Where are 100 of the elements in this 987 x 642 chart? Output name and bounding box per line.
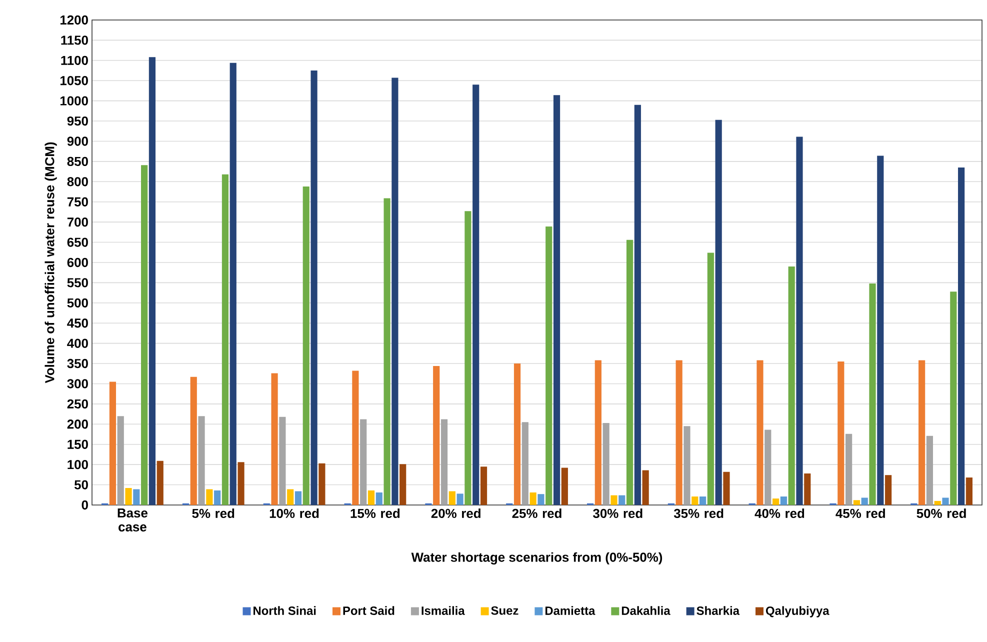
- bar: [723, 472, 730, 505]
- y-tick-label: 350: [67, 358, 88, 368]
- bar: [861, 498, 868, 505]
- bar: [553, 95, 560, 505]
- y-tick-label: 1100: [61, 56, 88, 65]
- y-tick-label: 950: [67, 116, 88, 126]
- bar: [271, 373, 278, 505]
- x-tick-label: 10% red: [270, 508, 319, 518]
- bar: [125, 488, 132, 505]
- bar: [966, 478, 973, 505]
- x-tick-label: 45% red: [836, 508, 885, 518]
- bar: [448, 491, 456, 505]
- bar: [885, 475, 892, 505]
- bar: [756, 360, 764, 505]
- legend-label: Dakahlia: [622, 606, 670, 615]
- bar: [926, 436, 934, 505]
- bar: [715, 120, 722, 505]
- bar: [318, 463, 326, 505]
- bar: [222, 174, 229, 505]
- bar: [634, 104, 641, 505]
- y-tick-label: 100: [68, 460, 88, 470]
- y-tick-label: 800: [67, 177, 88, 186]
- y-tick-label: 700: [67, 217, 88, 227]
- bar: [302, 186, 310, 505]
- bar: [433, 366, 440, 505]
- bar: [109, 382, 116, 505]
- bar: [676, 360, 682, 505]
- bar: [392, 78, 398, 505]
- bar: [133, 489, 140, 505]
- bar: [148, 57, 156, 505]
- y-tick-label: 400: [67, 338, 88, 348]
- bar: [877, 156, 884, 505]
- bar: [626, 240, 634, 505]
- bar: [368, 490, 375, 505]
- bar: [522, 422, 528, 505]
- bar: [772, 498, 780, 505]
- bar: [480, 466, 488, 505]
- bar: [764, 430, 772, 505]
- bar: [352, 370, 359, 505]
- bar: [206, 489, 213, 505]
- x-tick-label: 15% red: [350, 508, 400, 518]
- bar: [684, 426, 690, 505]
- x-axis-title: Water shortage scenarios from (0%-50%): [411, 552, 662, 564]
- bar: [384, 198, 390, 505]
- x-tick-label: 5% red: [192, 508, 234, 518]
- y-tick-label: 750: [67, 197, 88, 206]
- bar: [942, 498, 949, 505]
- x-tick-label: 50% red: [916, 508, 966, 518]
- bar: [692, 496, 698, 505]
- bar: [472, 84, 480, 505]
- bar: [546, 226, 552, 505]
- bar: [360, 419, 367, 505]
- bar: [230, 62, 236, 505]
- y-tick-label: 850: [67, 156, 88, 166]
- y-tick-label: 450: [67, 318, 88, 328]
- bar: [918, 360, 926, 505]
- y-tick-label: 1150: [61, 36, 88, 45]
- bar: [950, 292, 957, 505]
- y-tick-label: 200: [67, 420, 88, 429]
- y-tick-label: 150: [68, 440, 88, 449]
- y-tick-label: 550: [67, 278, 88, 288]
- x-tick-label: 20% red: [431, 508, 480, 518]
- bar: [618, 495, 626, 505]
- bar: [846, 434, 852, 505]
- y-tick-label: 0: [82, 500, 88, 510]
- y-tick-label: 1000: [60, 96, 88, 106]
- x-tick-label: 40% red: [754, 508, 804, 518]
- bar: [538, 494, 544, 505]
- bar: [530, 492, 536, 505]
- bar: [804, 473, 811, 505]
- bar: [707, 252, 714, 505]
- bar: [156, 460, 164, 505]
- bar: [610, 495, 618, 505]
- bar: [780, 496, 787, 505]
- legend-label: North Sinai: [254, 606, 316, 615]
- bar: [602, 422, 610, 505]
- bar: [294, 491, 302, 505]
- x-tick-label: 35% red: [674, 508, 724, 518]
- y-tick-label: 300: [67, 379, 88, 388]
- legend-label: Sharkia: [696, 606, 740, 615]
- y-tick-label: 250: [67, 399, 88, 409]
- bar: [838, 362, 844, 505]
- legend-label: Ismailia: [422, 606, 465, 615]
- legend-label: Port Said: [343, 606, 394, 615]
- y-tick-label: 500: [67, 298, 88, 308]
- bar: [376, 492, 382, 505]
- x-tick-label: 30% red: [593, 508, 642, 518]
- bar: [853, 500, 860, 505]
- bar: [456, 494, 464, 505]
- bar: [198, 416, 205, 505]
- bar: [594, 360, 602, 505]
- y-tick-label: 600: [67, 258, 88, 268]
- bar: [561, 468, 568, 505]
- bar: [440, 419, 448, 505]
- bar: [796, 136, 803, 505]
- bar: [642, 470, 649, 505]
- x-tick-label: Base case: [118, 508, 148, 532]
- bar: [117, 416, 124, 505]
- legend-label: Suez: [491, 606, 518, 615]
- y-tick-label: 1050: [60, 76, 88, 86]
